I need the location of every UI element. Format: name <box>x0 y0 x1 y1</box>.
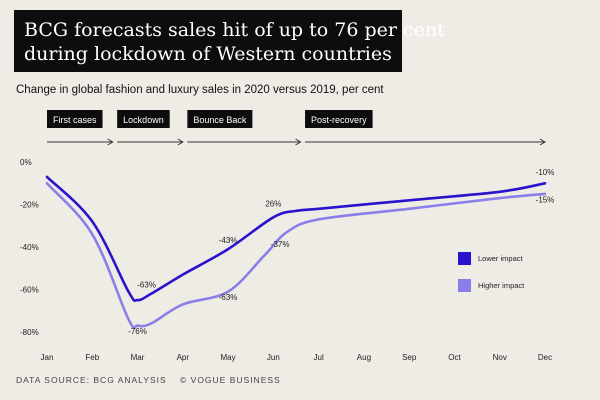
phase-arrow-head <box>539 138 546 146</box>
x-tick-label: Nov <box>493 353 507 362</box>
x-tick-label: Jun <box>267 353 280 362</box>
y-tick-label: -40% <box>20 243 39 252</box>
phase-label: Post-recovery <box>311 115 367 125</box>
x-tick-label: Jan <box>41 353 54 362</box>
data-label: -76% <box>128 327 147 336</box>
data-label: -63% <box>137 280 156 289</box>
x-tick-label: May <box>221 353 236 362</box>
series-line <box>45 182 547 330</box>
data-label: -63% <box>219 293 238 302</box>
y-tick-label: -60% <box>20 286 39 295</box>
x-tick-label: Mar <box>131 353 145 362</box>
data-label: 26% <box>265 200 281 209</box>
phase-box <box>305 110 373 128</box>
x-tick-label: Aug <box>357 353 371 362</box>
series-line <box>45 175 547 303</box>
chart-title-line-1: BCG forecasts sales hit of up to 76 per … <box>24 19 445 41</box>
footer: DATA SOURCE: BCG ANALYSIS © VOGUE BUSINE… <box>16 375 291 385</box>
y-tick-label: -80% <box>20 328 39 337</box>
legend-swatch <box>458 252 471 265</box>
data-label: -43% <box>219 236 238 245</box>
phase-box <box>187 110 253 128</box>
phase-arrow-head <box>295 138 302 146</box>
chart-subtitle: Change in global fashion and luxury sale… <box>16 84 384 96</box>
phase-label: First cases <box>53 115 97 125</box>
phase-arrow-head <box>177 138 184 146</box>
x-tick-label: Apr <box>177 353 190 362</box>
y-tick-label: -20% <box>20 201 39 210</box>
data-label: -10% <box>536 168 555 177</box>
title-box: BCG forecasts sales hit of up to 76 per … <box>14 10 445 72</box>
x-tick-label: Dec <box>538 353 552 362</box>
phase-label: Lockdown <box>123 115 164 125</box>
phase-box <box>117 110 170 128</box>
phase-label: Bounce Back <box>193 115 247 125</box>
data-source: DATA SOURCE: BCG ANALYSIS <box>16 375 167 385</box>
data-label: -37% <box>271 240 290 249</box>
legend-label: Lower impact <box>478 254 524 263</box>
legend-label: Higher impact <box>478 281 525 290</box>
x-tick-label: Feb <box>85 353 99 362</box>
phase-arrow-head <box>107 138 114 146</box>
legend-swatch <box>458 279 471 292</box>
data-label: -15% <box>536 195 555 204</box>
x-tick-label: Jul <box>314 353 324 362</box>
x-tick-label: Oct <box>448 353 461 362</box>
phase-box <box>47 110 103 128</box>
credit: © VOGUE BUSINESS <box>180 375 281 385</box>
chart-title-line-2: during lockdown of Western countries <box>24 43 392 65</box>
y-tick-label: 0% <box>20 158 32 167</box>
x-tick-label: Sep <box>402 353 417 362</box>
